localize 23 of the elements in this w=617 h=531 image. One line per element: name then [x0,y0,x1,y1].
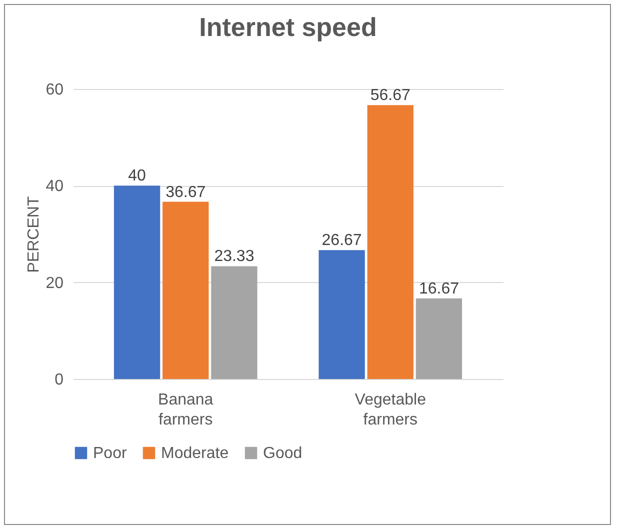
x-tick-label: Vegetable farmers [354,392,426,428]
y-tick-label: 40 [46,178,64,196]
y-tick-label: 0 [54,372,64,388]
data-label: 16.67 [418,280,460,298]
y-tick-label: 20 [46,274,64,292]
data-label: 26.67 [322,232,362,250]
x-tick-label: Banana farmers [158,392,214,428]
legend-label: Moderate [161,445,229,462]
bar [318,250,365,379]
chart-title: Internet speed [199,12,377,42]
data-label: 36.67 [166,184,206,201]
data-label: 23.33 [214,248,254,266]
data-label: 40 [128,168,146,185]
bar [367,105,414,379]
data-label: 56.67 [370,87,410,104]
bar [211,266,258,379]
legend-label: Poor [93,445,128,462]
legend-label: Good [263,445,302,462]
bar [162,202,209,379]
bar [416,298,462,379]
y-tick-label: 60 [46,82,64,98]
y-axis-title: PERCENT [26,196,43,273]
bar [114,186,160,379]
